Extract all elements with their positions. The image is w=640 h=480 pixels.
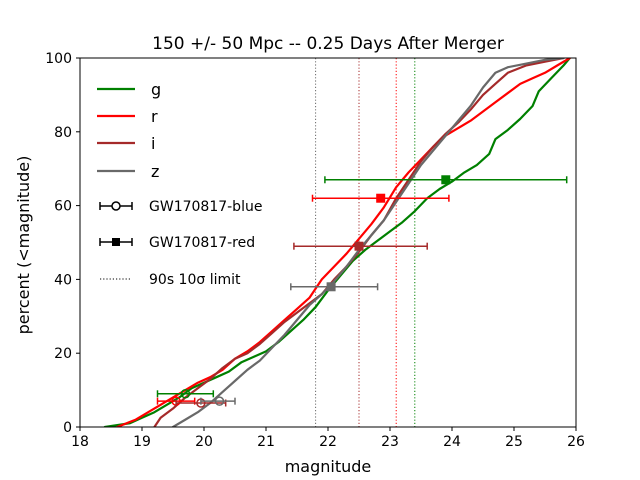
x-tick-label-25: 25 — [505, 434, 523, 450]
legend-z-label: z — [151, 162, 159, 181]
y-axis-title: percent (<magnitude) — [14, 156, 33, 335]
x-tick-label-26: 26 — [567, 434, 585, 450]
legend-gw170817-red-label: GW170817-red — [149, 235, 255, 251]
y-tick-label-40: 40 — [54, 272, 72, 288]
legend-gw170817-blue-marker — [111, 201, 121, 211]
y-tick-label-60: 60 — [54, 199, 72, 215]
x-tick-label-21: 21 — [257, 434, 275, 450]
legend-gw170817-red-marker — [112, 238, 120, 246]
x-tick-label-20: 20 — [195, 434, 213, 450]
series-line-r — [116, 58, 571, 427]
y-tick-label-0: 0 — [63, 420, 72, 436]
series-line-g — [103, 58, 571, 427]
x-tick-label-23: 23 — [381, 434, 399, 450]
blue-marker-g — [180, 389, 191, 399]
y-tick-label-20: 20 — [54, 346, 72, 362]
y-tick-label-100: 100 — [45, 51, 72, 67]
red-marker-i — [354, 241, 364, 251]
chart-title: 150 +/- 50 Mpc -- 0.25 Days After Merger — [152, 34, 504, 54]
x-tick-label-19: 19 — [133, 434, 151, 450]
blue-marker-z — [214, 396, 225, 406]
legend-90s-10-limit-label: 90s 10σ limit — [149, 272, 241, 288]
x-tick-label-22: 22 — [319, 434, 337, 450]
legend-r-label: r — [151, 107, 158, 126]
x-axis-title: magnitude — [285, 457, 372, 476]
legend-i-label: i — [151, 134, 155, 153]
x-tick-label-24: 24 — [443, 434, 461, 450]
y-tick-label-80: 80 — [54, 125, 72, 141]
red-marker-g — [441, 175, 451, 185]
red-marker-z — [326, 282, 336, 292]
x-tick-label-18: 18 — [71, 434, 89, 450]
legend-g-label: g — [151, 80, 161, 99]
red-marker-r — [376, 193, 386, 203]
legend-gw170817-blue-label: GW170817-blue — [149, 199, 262, 215]
